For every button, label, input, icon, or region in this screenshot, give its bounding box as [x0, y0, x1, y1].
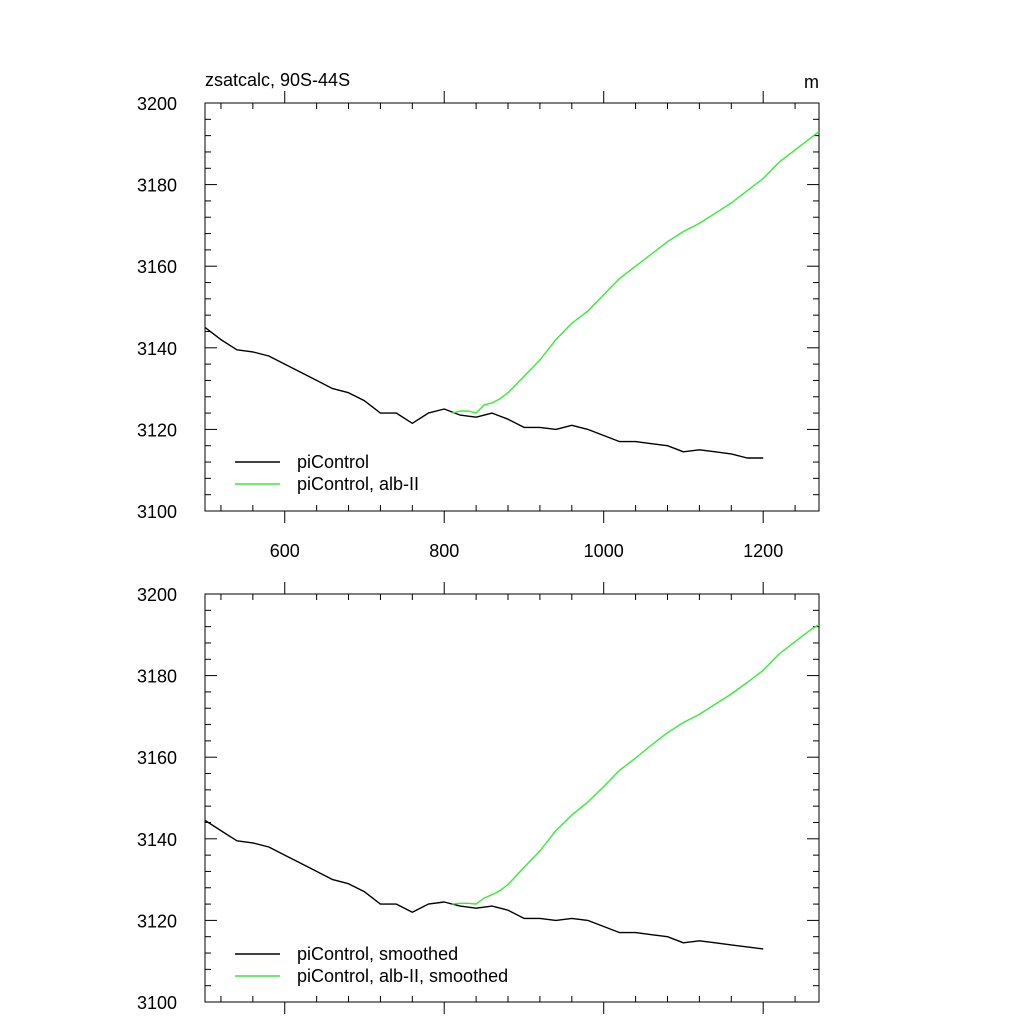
y-tick-label: 3140 — [137, 830, 177, 850]
top-plot-frame — [204, 102, 820, 512]
top-series-lines — [204, 131, 820, 459]
units-label: m — [804, 72, 819, 92]
legend-label: piControl, smoothed — [297, 944, 458, 964]
bottom-plot-frame — [204, 593, 820, 1003]
bottom-axis-ticks — [205, 582, 819, 1014]
y-tick-label: 3180 — [137, 667, 177, 687]
x-tick-label: 1200 — [743, 541, 783, 561]
top-x-tick-labels: 600 800 1000 1200 — [270, 541, 783, 561]
y-tick-label: 3200 — [137, 585, 177, 605]
y-tick-label: 3160 — [137, 257, 177, 277]
y-tick-label: 3100 — [137, 502, 177, 522]
x-tick-label: 1000 — [584, 541, 624, 561]
bottom-panel: 3100 3120 3140 3160 3180 3200 piControl, smoo… — [137, 582, 820, 1014]
y-tick-label: 3100 — [137, 993, 177, 1013]
x-tick-label: 800 — [429, 541, 459, 561]
x-tick-label: 600 — [270, 541, 300, 561]
legend-label: piControl, alb-II — [297, 474, 419, 494]
bottom-y-tick-labels: 3100 3120 3140 3160 3180 3200 — [137, 585, 177, 1013]
y-tick-label: 3120 — [137, 911, 177, 931]
y-tick-label: 3200 — [137, 94, 177, 114]
legend-label: piControl — [297, 452, 369, 472]
top-y-tick-labels: 3100 3120 3140 3160 3180 3200 — [137, 94, 177, 522]
legend-label: piControl, alb-II, smoothed — [297, 966, 508, 986]
series-line-picontrol-alb-ii — [452, 131, 820, 414]
bottom-series-lines — [204, 624, 820, 950]
y-tick-label: 3160 — [137, 748, 177, 768]
series-line-picontrol-smoothed — [204, 819, 764, 950]
series-line-picontrol — [204, 326, 764, 459]
y-tick-label: 3140 — [137, 339, 177, 359]
series-line-picontrol-alb-ii-smoothed — [452, 624, 820, 905]
y-tick-label: 3120 — [137, 420, 177, 440]
y-tick-label: 3180 — [137, 176, 177, 196]
chart-title: zsatcalc, 90S-44S — [205, 70, 350, 90]
top-panel: zsatcalc, 90S-44S m 3100 3120 3140 3160 3180… — [137, 70, 820, 561]
